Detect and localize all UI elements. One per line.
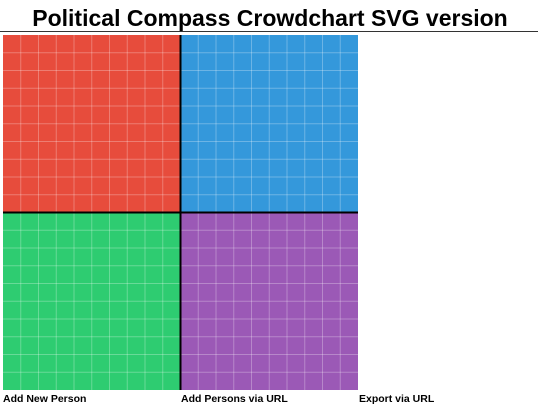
- political-compass-chart[interactable]: [3, 35, 358, 390]
- add-persons-via-url-link[interactable]: Add Persons via URL: [181, 393, 288, 405]
- export-via-url-link[interactable]: Export via URL: [359, 393, 435, 405]
- quadrant-bottom-left: [3, 212, 181, 390]
- quadrant-top-right: [180, 35, 358, 213]
- compass-svg[interactable]: [3, 35, 358, 390]
- title-divider: [0, 31, 538, 32]
- action-bar: Add New Person Add Persons via URL Expor…: [3, 394, 538, 405]
- quadrant-top-left: [3, 35, 181, 213]
- quadrant-bottom-right: [180, 212, 358, 390]
- add-new-person-link[interactable]: Add New Person: [3, 393, 87, 405]
- page-title: Political Compass Crowdchart SVG version: [32, 5, 508, 31]
